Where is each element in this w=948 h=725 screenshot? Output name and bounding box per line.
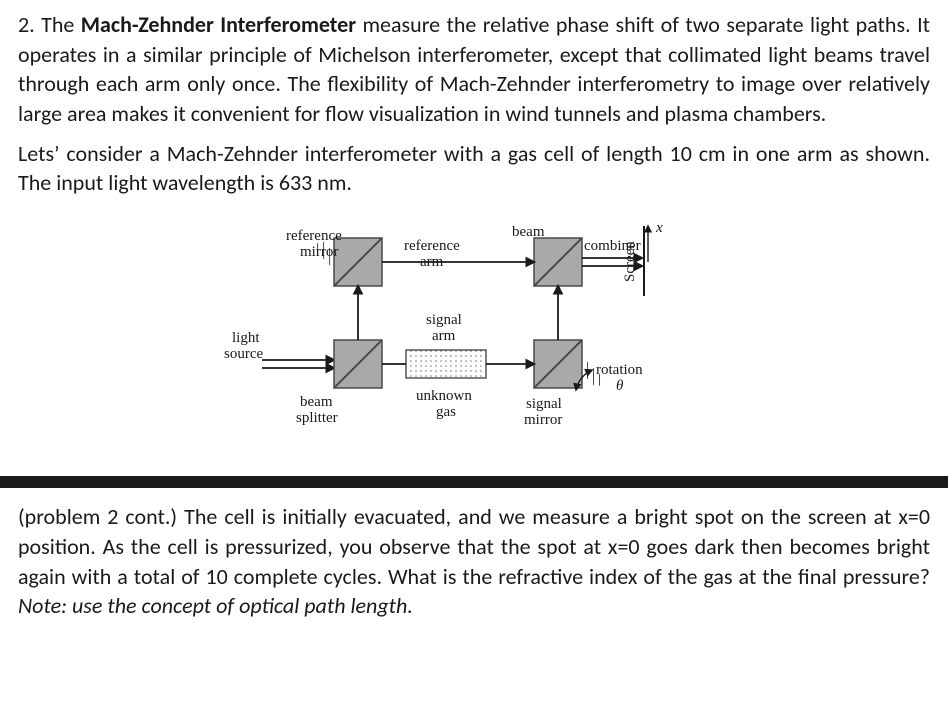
label-unknown-gas-1: unknown bbox=[416, 388, 472, 404]
label-light-source-1: light bbox=[232, 330, 260, 346]
problem-continuation-section: (problem 2 cont.) The cell is initially … bbox=[0, 488, 948, 647]
label-theta: θ bbox=[616, 378, 624, 394]
label-signal-arm-1: signal bbox=[426, 312, 462, 328]
term-mach-zehnder: Mach-Zehnder Interferometer bbox=[81, 11, 356, 38]
label-x: x bbox=[655, 220, 663, 236]
cont-text: (problem 2 cont.) The cell is initially … bbox=[18, 503, 930, 589]
beam-combiner-optic bbox=[534, 238, 582, 286]
problem-paragraph-1: 2. The Mach-Zehnder Interferometer measu… bbox=[18, 10, 930, 129]
problem-continuation: (problem 2 cont.) The cell is initially … bbox=[18, 502, 930, 621]
label-ref-mirror-1: reference bbox=[286, 228, 342, 244]
label-signal-mirror-1: signal bbox=[526, 396, 562, 412]
problem-number-prefix: 2. The bbox=[18, 11, 81, 38]
section-divider bbox=[0, 476, 948, 488]
label-beam-splitter-1: beam bbox=[300, 394, 333, 410]
label-ref-mirror-2: mirror bbox=[300, 244, 338, 260]
label-signal-mirror-2: mirror bbox=[524, 412, 562, 428]
gas-cell bbox=[406, 350, 486, 378]
label-light-source-2: source bbox=[224, 346, 263, 362]
label-unknown-gas-2: gas bbox=[436, 404, 456, 420]
mach-zehnder-diagram: light source beam splitter reference mir… bbox=[214, 214, 734, 454]
label-screen: Screen bbox=[622, 241, 638, 282]
problem-paragraph-2: Lets’ consider a Mach-Zehnder interferom… bbox=[18, 139, 930, 198]
label-beam-combiner-1: beam bbox=[512, 224, 545, 240]
label-ref-arm-1: reference bbox=[404, 238, 460, 254]
label-ref-arm-2: arm bbox=[420, 254, 444, 270]
problem-top-section: 2. The Mach-Zehnder Interferometer measu… bbox=[0, 0, 948, 476]
cont-note: Note: use the concept of optical path le… bbox=[18, 592, 413, 619]
label-signal-arm-2: arm bbox=[432, 328, 456, 344]
label-beam-splitter-2: splitter bbox=[296, 410, 338, 426]
signal-mirror-optic bbox=[534, 340, 605, 388]
beam-splitter-optic bbox=[334, 340, 382, 388]
label-rotation: rotation bbox=[596, 362, 643, 378]
diagram-container: light source beam splitter reference mir… bbox=[18, 208, 930, 462]
